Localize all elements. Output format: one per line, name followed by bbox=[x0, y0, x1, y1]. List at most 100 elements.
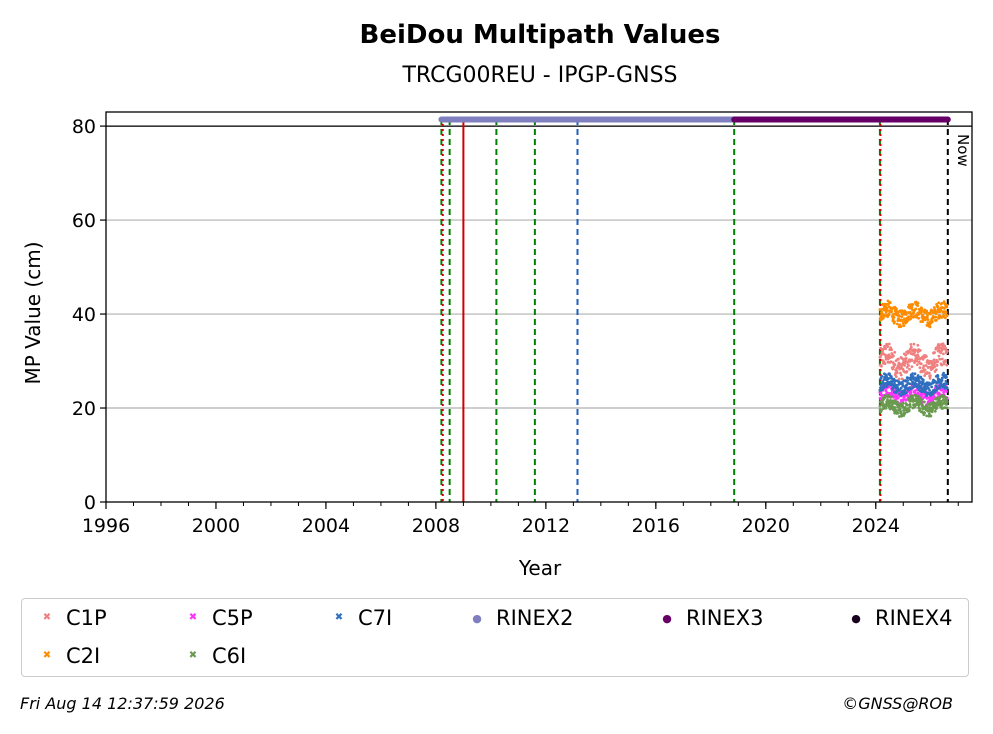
point-c1p bbox=[887, 342, 891, 346]
legend-label: C6I bbox=[212, 644, 247, 668]
point-c2i bbox=[942, 314, 946, 317]
point-c1p bbox=[915, 357, 919, 361]
credit: ©GNSS@ROB bbox=[842, 694, 953, 713]
point-c1p bbox=[904, 357, 908, 360]
point-c6i bbox=[935, 406, 939, 410]
point-c2i bbox=[886, 308, 889, 312]
point-c7i bbox=[935, 387, 939, 391]
point-c7i bbox=[945, 386, 949, 390]
point-c6i bbox=[914, 397, 918, 401]
point-c1p bbox=[909, 345, 913, 349]
point-c6i bbox=[938, 396, 942, 400]
point-c1p bbox=[897, 377, 901, 381]
point-c7i bbox=[924, 387, 928, 391]
point-c6i bbox=[906, 403, 910, 407]
point-c1p bbox=[900, 377, 904, 381]
point-c6i bbox=[907, 408, 911, 412]
point-c1p bbox=[904, 353, 908, 357]
point-c1p bbox=[884, 347, 888, 351]
point-c7i bbox=[906, 379, 910, 382]
point-c1p bbox=[934, 368, 938, 372]
point-c6i bbox=[932, 406, 936, 410]
point-c2i bbox=[905, 311, 908, 314]
point-c6i bbox=[892, 401, 896, 405]
point-c2i bbox=[929, 308, 933, 312]
point-c6i bbox=[908, 402, 912, 406]
x-tick-label: 2020 bbox=[742, 515, 790, 537]
point-c2i bbox=[934, 315, 938, 319]
point-c2i bbox=[945, 303, 949, 307]
y-tick-label: 80 bbox=[72, 116, 96, 138]
point-c1p bbox=[918, 366, 922, 370]
point-c1p bbox=[943, 344, 947, 348]
x-tick-label: 2024 bbox=[852, 515, 900, 537]
legend-label: C2I bbox=[66, 644, 101, 668]
point-c6i bbox=[898, 415, 901, 418]
point-c1p bbox=[933, 351, 936, 354]
point-c1p bbox=[938, 357, 942, 361]
point-c6i bbox=[927, 412, 931, 416]
point-c2i bbox=[909, 317, 912, 321]
point-c2i bbox=[940, 305, 944, 309]
timestamp: Fri Aug 14 12:37:59 2026 bbox=[20, 694, 225, 713]
point-c7i bbox=[906, 376, 909, 380]
point-c2i bbox=[934, 318, 938, 322]
point-c2i bbox=[925, 309, 929, 313]
y-tick-label: 20 bbox=[72, 398, 96, 420]
legend-label: C5P bbox=[212, 606, 253, 630]
legend-label: RINEX3 bbox=[686, 606, 764, 630]
point-c7i bbox=[930, 385, 934, 389]
chart-legend: ✖ C1P ✖ C5P ✖ C7I ● RINEX2 ● RINEX3 ● RINEX4 ✖ C2I ✖ C6… bbox=[21, 598, 969, 677]
legend-label: C7I bbox=[358, 606, 393, 630]
point-c6i bbox=[911, 396, 915, 400]
point-c1p bbox=[925, 355, 928, 358]
point-c6i bbox=[931, 409, 934, 412]
point-c1p bbox=[916, 343, 920, 347]
point-c6i bbox=[894, 409, 898, 412]
point-c6i bbox=[944, 397, 948, 400]
point-c1p bbox=[924, 364, 928, 367]
point-c7i bbox=[927, 386, 930, 390]
point-c1p bbox=[927, 362, 931, 365]
point-c2i bbox=[899, 325, 903, 329]
legend-marker-icon: ✖ bbox=[42, 650, 52, 661]
x-axis-label: Year bbox=[518, 556, 562, 580]
x-tick-label: 2012 bbox=[522, 515, 570, 537]
point-c1p bbox=[933, 365, 937, 369]
point-c2i bbox=[917, 316, 921, 320]
legend-item-rinex3: ● RINEX3 bbox=[656, 603, 764, 633]
point-c5p bbox=[942, 390, 946, 394]
point-c1p bbox=[936, 360, 940, 364]
point-c5p bbox=[945, 390, 948, 393]
point-c2i bbox=[911, 303, 915, 306]
point-c6i bbox=[945, 406, 949, 410]
point-c2i bbox=[907, 303, 911, 307]
point-c7i bbox=[945, 382, 949, 386]
point-c1p bbox=[894, 375, 898, 379]
legend-label: RINEX2 bbox=[496, 606, 574, 630]
point-c1p bbox=[942, 362, 946, 366]
point-c2i bbox=[914, 307, 918, 311]
point-c7i bbox=[913, 372, 917, 376]
y-tick-label: 60 bbox=[72, 210, 96, 232]
point-c2i bbox=[910, 305, 914, 309]
point-c6i bbox=[916, 394, 920, 398]
x-tick-label: 1996 bbox=[82, 515, 130, 537]
point-c6i bbox=[925, 414, 929, 418]
point-c6i bbox=[945, 400, 949, 404]
point-c1p bbox=[941, 352, 945, 356]
point-c5p bbox=[920, 393, 924, 397]
point-c1p bbox=[909, 348, 912, 351]
point-c2i bbox=[878, 308, 882, 311]
point-c6i bbox=[880, 408, 883, 412]
point-c2i bbox=[886, 299, 890, 303]
legend-item-c2i: ✖ C2I bbox=[36, 641, 100, 671]
legend-marker-icon: ● bbox=[851, 611, 861, 625]
point-c6i bbox=[884, 406, 888, 410]
chart-subtitle: TRCG00REU - IPGP-GNSS bbox=[401, 63, 677, 88]
point-c1p bbox=[883, 362, 887, 366]
point-c7i bbox=[935, 385, 939, 389]
point-c1p bbox=[944, 346, 948, 350]
plot-frame bbox=[105, 111, 973, 503]
point-c2i bbox=[928, 325, 932, 329]
